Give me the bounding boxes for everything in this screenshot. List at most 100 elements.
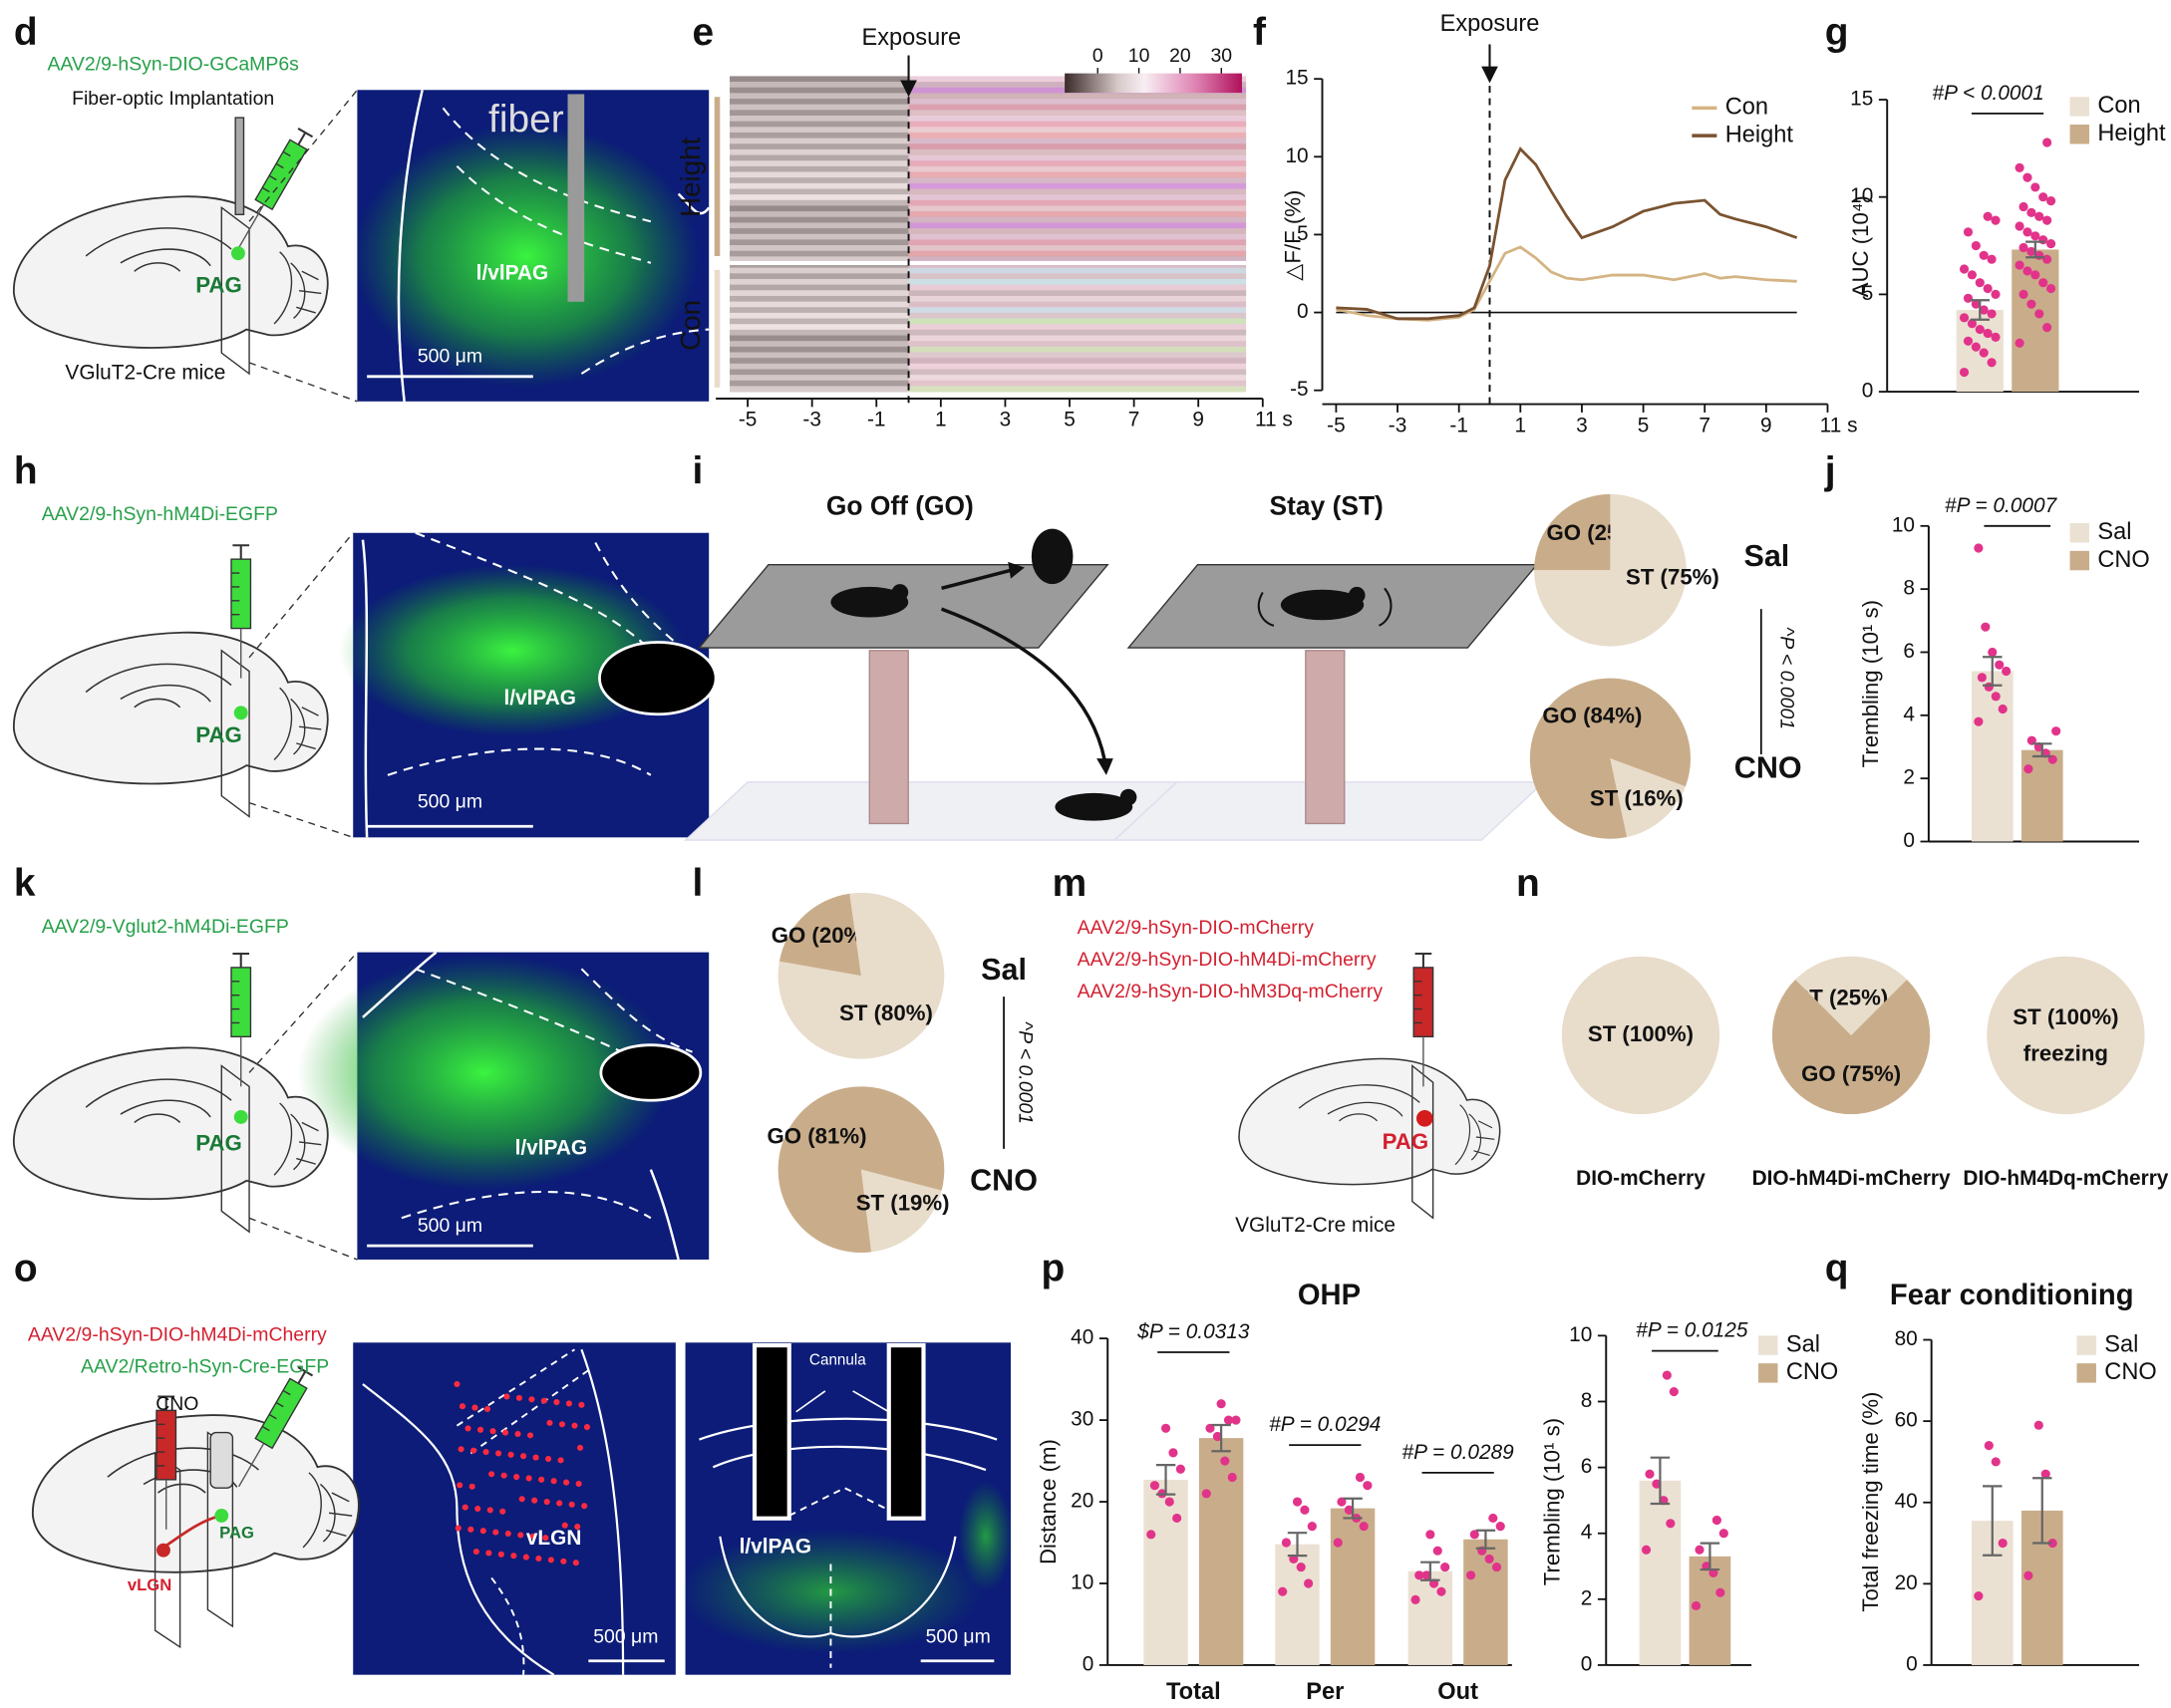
heatmap-row [908,222,1247,229]
panel-text: AAV2/9-hSyn-hM4Di-EGFP [42,503,278,525]
error-bar [1475,1529,1496,1550]
heatmap-row [908,205,1247,212]
micrograph-h [339,531,718,838]
y-axis-label: AUC (10⁴) [1848,195,1873,297]
y-tick-label: 6 [1903,640,1915,663]
heatmap-row [730,346,909,353]
cell [503,1393,510,1400]
slice-label: ST (100%) [2013,1004,2118,1029]
legend-swatch [1758,1335,1778,1355]
heatmap-row [730,228,909,235]
heatmap-row [730,307,909,314]
y-tick-label: 8 [1903,577,1915,600]
heatmap-row [730,87,909,94]
data-point [1971,299,1981,309]
data-point [2045,239,2056,249]
panel-text: 500 μm [926,1625,991,1647]
line-series [1336,146,1798,321]
panel-letter: m [1053,862,1087,905]
error-bar [2025,240,2045,259]
legend-label: CNO [2104,1359,2156,1385]
data-point [2042,323,2052,333]
cell [581,1503,588,1510]
pie-note: freezing [2023,1040,2108,1065]
cell [556,1500,563,1507]
sketch-d [12,89,358,403]
error-bar [1343,1497,1363,1520]
data-point [1959,367,1970,378]
data-point [2045,196,2056,206]
heatmap-row [730,177,909,184]
panel-text: l/vlPAG [515,1136,588,1159]
cell [479,1528,486,1535]
legend-swatch [2076,1363,2096,1383]
data-point [1484,1554,1494,1564]
data-point [1344,1505,1354,1515]
y-tick-label: 20 [1895,1571,1918,1594]
cell [561,1522,568,1529]
data-point [1223,1415,1234,1425]
heatmap-row [730,104,909,111]
panel-text: PAG [195,722,242,747]
heatmap-row [908,318,1247,325]
data-point [1436,1586,1446,1596]
bar [1639,1480,1682,1665]
y-axis-label: △F/F (%) [1281,190,1306,281]
panel-text: VGluT2-Cre mice [65,362,225,385]
y-tick-label: 30 [1071,1408,1093,1431]
heatmap-row [908,335,1247,342]
data-point [2040,1469,2050,1479]
heatmap-row [730,301,909,308]
cell [454,1380,461,1388]
data-point [1991,692,2001,702]
slice-label: GO (75%) [1801,1061,1901,1086]
y-tick-label: 5 [1862,282,1874,305]
panel-text: AAV2/9-hSyn-DIO-mCherry [1078,917,1315,939]
heatmap-row [908,278,1247,286]
heatmap-row [730,99,909,106]
heatmap-row [908,239,1247,246]
data-point [1974,716,1984,726]
data-point [2015,260,2024,270]
y-axis-label: Trembling (10¹ s) [1858,600,1883,767]
panel-text: fiber [488,98,564,141]
x-tick-label: -5 [1327,414,1346,436]
data-point [1987,309,1997,319]
cell [471,1404,478,1411]
heatmap-row [908,121,1247,128]
cell [472,1548,479,1556]
micrograph-o1 [353,1342,676,1676]
slice-label: ST (16%) [1590,786,1684,811]
bar [1198,1438,1244,1665]
heatmap-row [730,143,909,150]
data-point [2038,278,2048,288]
data-point [1359,1522,1369,1532]
data-point [1979,250,1989,260]
error-bar [1983,656,2003,687]
error-bar [1970,299,1991,321]
stat-annotation: #P = 0.0294 [1269,1413,1381,1436]
cell [565,1400,572,1407]
heatmap-row [908,99,1247,106]
data-point [1432,1546,1442,1556]
micrograph-d [353,89,711,402]
heatmap-row [730,115,909,123]
data-point [1160,1423,1171,1433]
error-bar [1420,1561,1440,1581]
data-point [1652,1479,1662,1489]
y-tick-label: 15 [1285,67,1308,90]
panel-text: ^P < 0.0001 [1015,1021,1037,1124]
data-point [1959,264,1970,274]
heatmap-row [730,369,909,376]
heatmap-row [730,188,909,195]
data-point [2018,201,2028,212]
heatmap-row [908,154,1247,161]
cell [546,1419,553,1426]
data-point [1971,342,1981,352]
heatmap-row [908,233,1247,240]
pie-slice [777,1086,945,1254]
slice-label: ST (75%) [1626,564,1719,589]
data-point [2026,299,2036,309]
cell [547,1557,554,1564]
heatmap-row [730,211,909,218]
